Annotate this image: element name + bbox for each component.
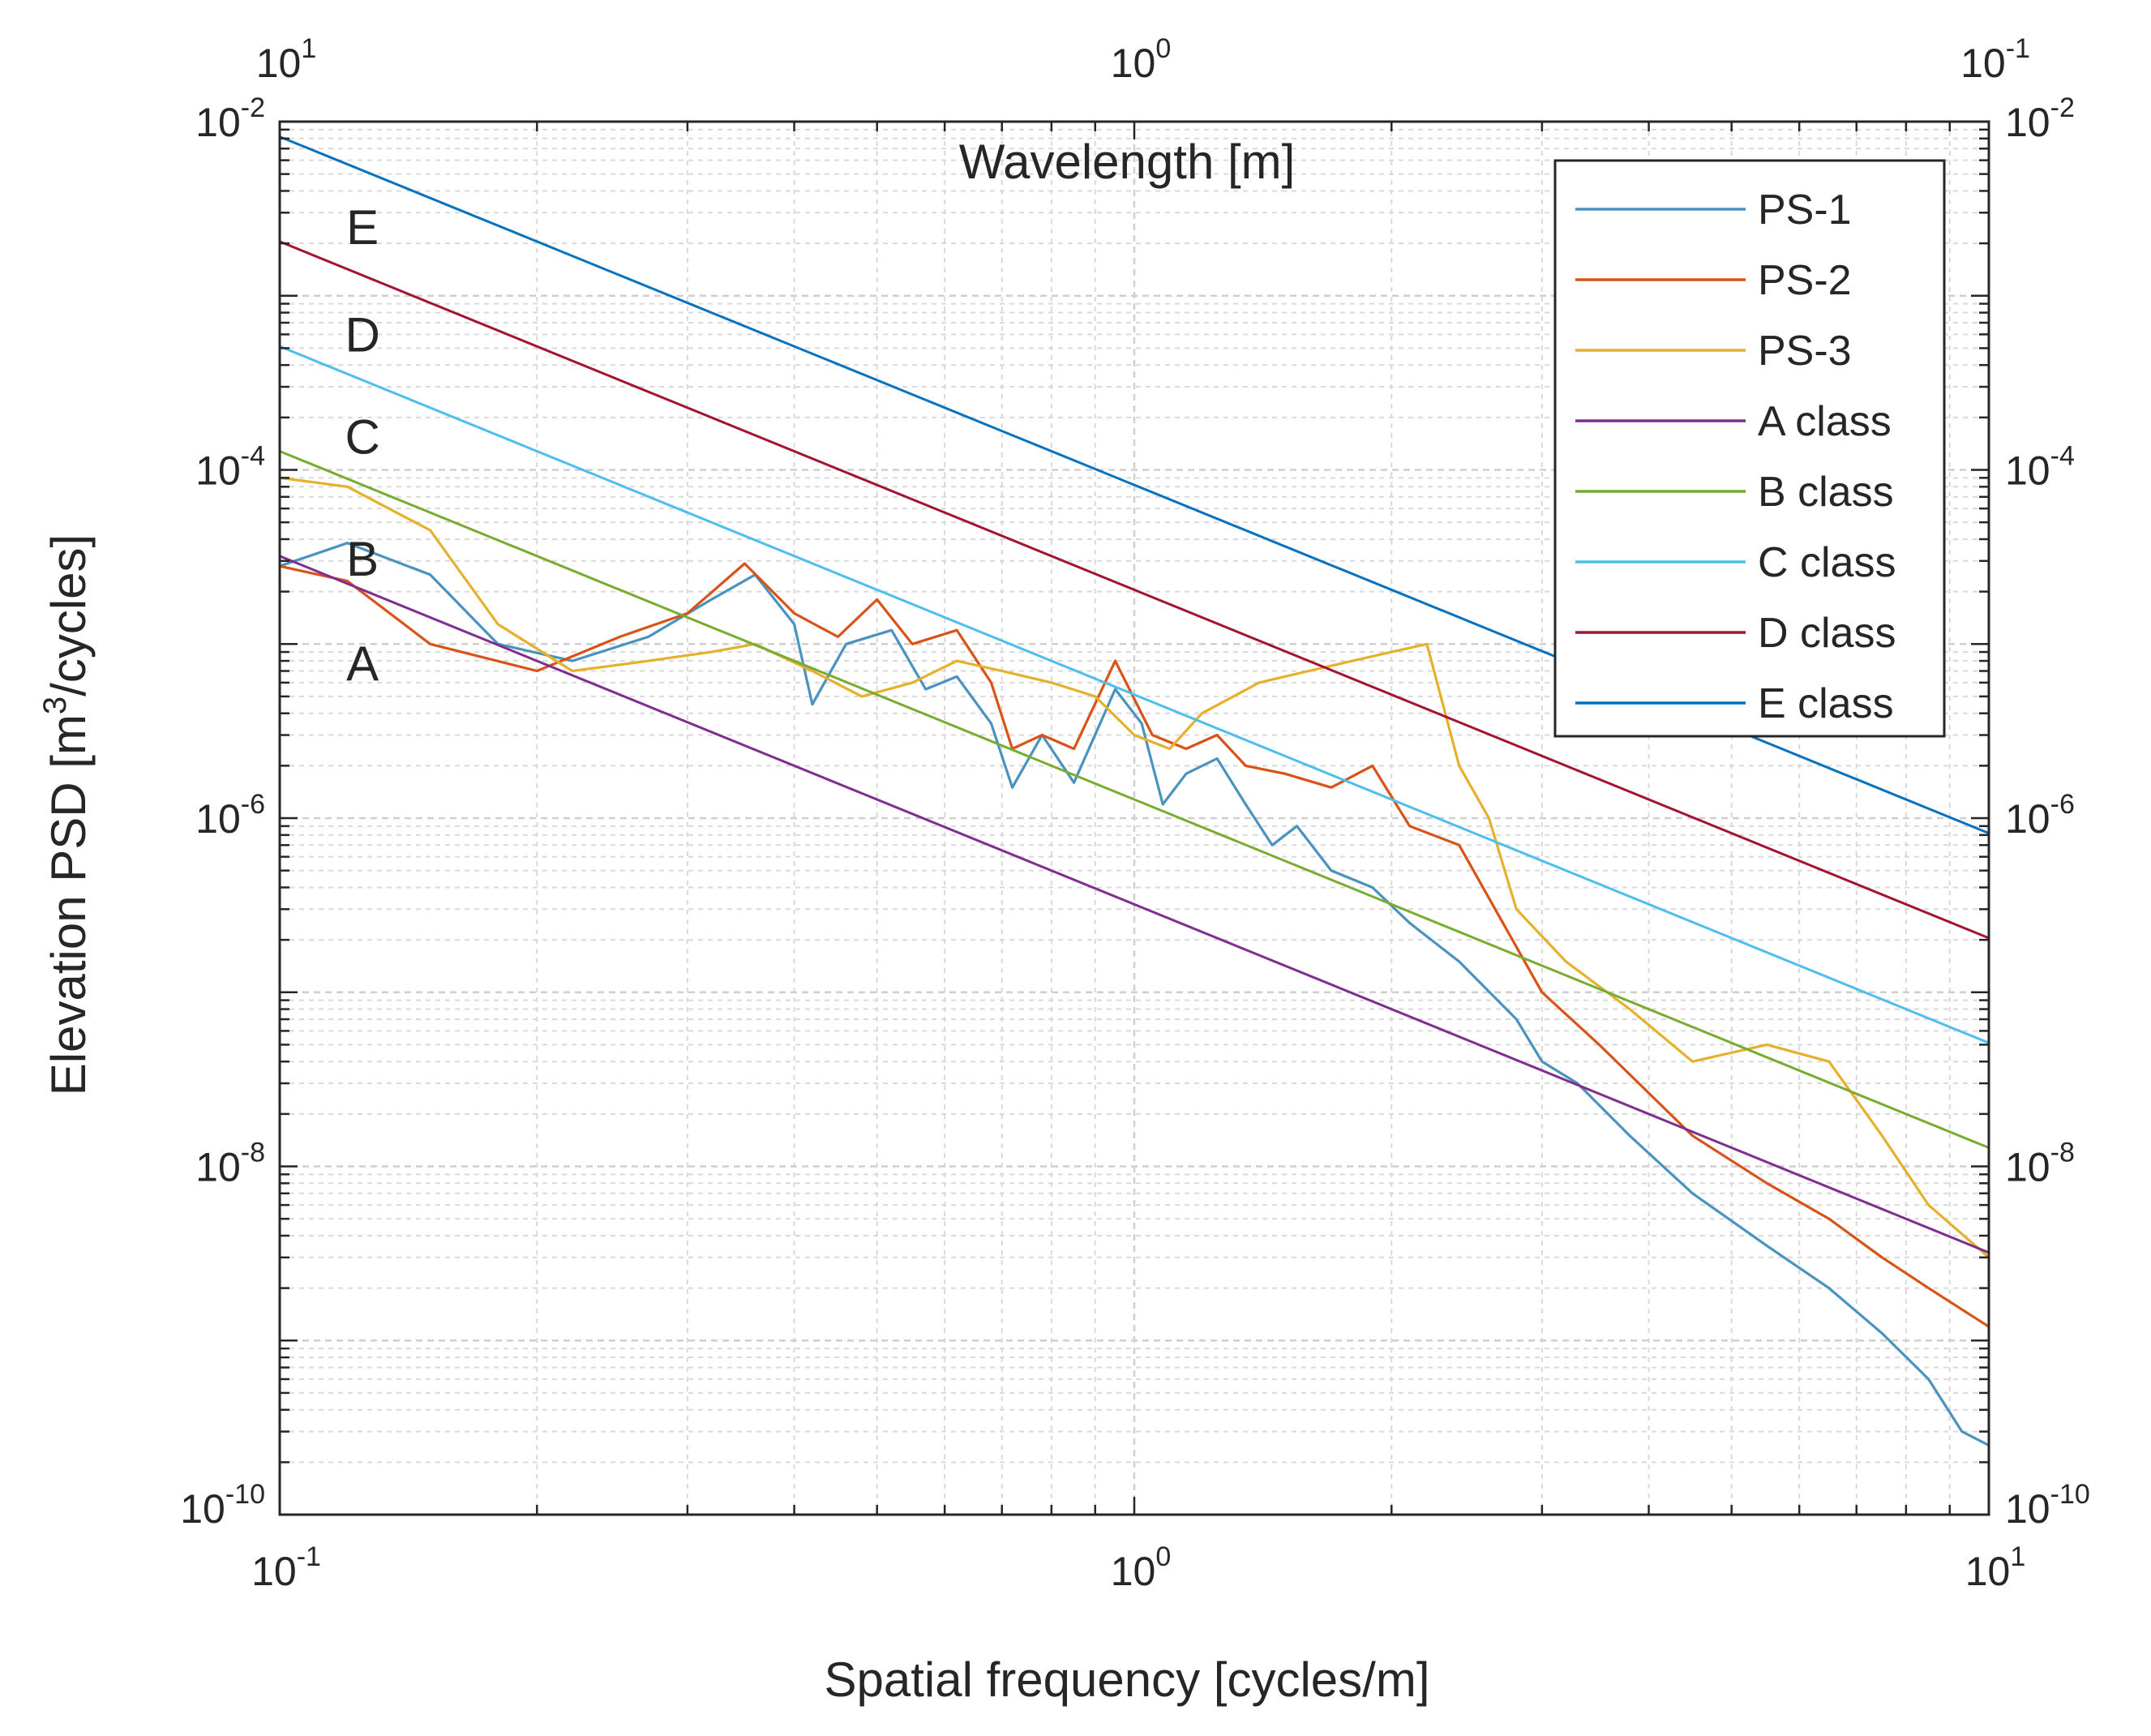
- class-label-a: A: [346, 637, 379, 691]
- top-tick-label-base: 10: [256, 41, 302, 86]
- series-ps-1-line: [279, 542, 1990, 1447]
- y-tick-label: 10-10: [180, 1479, 265, 1532]
- series-a-class-line: [279, 555, 1990, 1254]
- y2-tick-label-exponent: -6: [2050, 789, 2075, 820]
- legend-ps-2-label: PS-2: [1758, 257, 1852, 304]
- y-tick-label-exponent: -8: [241, 1138, 265, 1168]
- top-tick-label: 100: [1111, 33, 1172, 86]
- legend-a-class-label: A class: [1758, 398, 1892, 445]
- top-tick-label-exponent: 0: [1155, 33, 1171, 64]
- y2-tick-label-base: 10: [2005, 1145, 2050, 1190]
- y-axis-label-suffix: /cycles]: [41, 534, 96, 697]
- y-tick-label-exponent: -4: [241, 441, 265, 472]
- series-c-class-line: [279, 345, 1990, 1044]
- top-tick-label: 10-1: [1960, 33, 2030, 86]
- legend-b-class-label: B class: [1758, 469, 1894, 516]
- y-tick-label-base: 10: [180, 1486, 225, 1532]
- y-tick-label: 10-6: [195, 789, 265, 842]
- y-tick-label-base: 10: [195, 796, 241, 842]
- y-tick-label: 10-8: [195, 1138, 265, 1190]
- tick-marks: [278, 120, 1990, 1516]
- y-tick-label-base: 10: [195, 1145, 241, 1190]
- class-label-e: E: [346, 200, 379, 255]
- y2-tick-label-exponent: -4: [2050, 441, 2075, 472]
- series-d-class-line: [279, 240, 1990, 940]
- series-ps-3-line: [279, 476, 1990, 1259]
- y-tick-label-exponent: -2: [241, 92, 265, 123]
- series-b-class-line: [279, 450, 1990, 1149]
- class-labels: EDC BA: [345, 200, 379, 691]
- x-tick-label-exponent: 1: [2010, 1541, 2025, 1572]
- top-tick-label: 101: [256, 33, 317, 86]
- x-axis-label: Spatial frequency [cycles/m]: [825, 1652, 1430, 1707]
- y2-tick-label-exponent: -8: [2050, 1138, 2075, 1168]
- x-tick-label-base: 10: [251, 1549, 297, 1594]
- top-tick-label-base: 10: [1960, 41, 2006, 86]
- y-axis-label-prefix: Elevation PSD [m: [41, 714, 96, 1095]
- y2-tick-label-base: 10: [2005, 796, 2050, 842]
- y-axis-label-sup: 3: [37, 697, 73, 714]
- x-tick-label: 101: [1965, 1541, 2026, 1594]
- y-tick-label: 10-2: [195, 92, 265, 145]
- x-tick-label: 10-1: [251, 1541, 321, 1594]
- y-tick-label: 10-4: [195, 441, 265, 494]
- y2-tick-label-base: 10: [2005, 448, 2050, 494]
- y2-tick-label-base: 10: [2005, 1486, 2050, 1532]
- y-tick-label-base: 10: [195, 448, 241, 494]
- class-label-d: D: [345, 308, 379, 362]
- legend-ps-1-label: PS-1: [1758, 186, 1852, 234]
- top-axis-label: Wavelength [m]: [959, 135, 1296, 189]
- x-tick-label-exponent: -1: [297, 1541, 321, 1572]
- legend: PS-1 PS-2 PS-3 A class B class C class D class…: [1553, 159, 1946, 738]
- y2-tick-label: 10-2: [2005, 92, 2075, 145]
- y2-tick-label: 10-6: [2005, 789, 2075, 842]
- x-tick-label-base: 10: [1965, 1549, 2011, 1594]
- legend-d-class-label: D class: [1758, 610, 1896, 657]
- y-tick-label-base: 10: [195, 100, 241, 145]
- y2-tick-label-exponent: -2: [2050, 92, 2075, 123]
- top-tick-label-exponent: -1: [2006, 33, 2030, 64]
- top-tick-label-exponent: 1: [301, 33, 316, 64]
- y2-tick-label: 10-10: [2005, 1479, 2090, 1532]
- legend-box: [1553, 159, 1946, 738]
- x-tick-label-base: 10: [1111, 1549, 1156, 1594]
- y2-tick-label: 10-8: [2005, 1138, 2075, 1190]
- series-ps-2-line: [279, 562, 1990, 1328]
- top-tick-label-base: 10: [1111, 41, 1156, 86]
- legend-e-class-label: E class: [1758, 680, 1894, 727]
- legend-ps-3-label: PS-3: [1758, 328, 1852, 375]
- legend-c-class-label: C class: [1758, 539, 1896, 586]
- x-tick-label-exponent: 0: [1155, 1541, 1171, 1572]
- class-label-c: C: [345, 410, 379, 465]
- y-tick-label-exponent: -10: [225, 1479, 265, 1510]
- series-layer: [279, 135, 1990, 1447]
- y-tick-label-exponent: -6: [241, 789, 265, 820]
- y-axis-label: Elevation PSD [m3/cycles]: [37, 534, 96, 1095]
- x-tick-label: 100: [1111, 1541, 1172, 1594]
- class-label-b: B: [346, 532, 379, 586]
- y2-tick-label-base: 10: [2005, 100, 2050, 145]
- y2-tick-label-exponent: -10: [2050, 1479, 2090, 1510]
- y2-tick-label: 10-4: [2005, 441, 2075, 494]
